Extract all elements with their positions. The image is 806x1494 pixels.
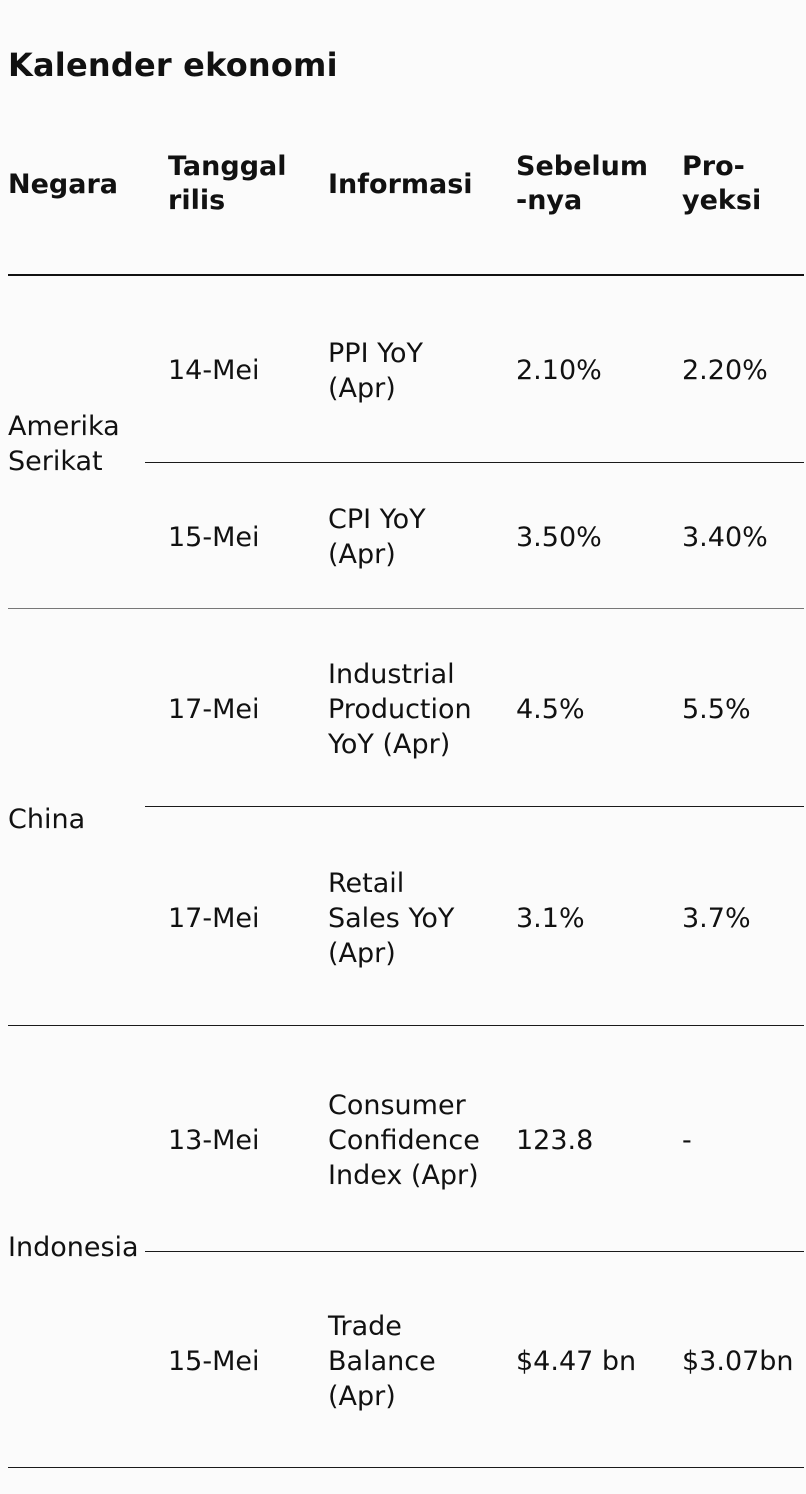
header-previous-line-2: -nya [516, 185, 583, 216]
row-info-line: Industrial [328, 659, 455, 690]
row-info-line: (Apr) [328, 938, 396, 969]
row-previous: 4.5% [516, 694, 585, 725]
row-info-line: Index (Apr) [328, 1160, 479, 1191]
row-date: 13-Mei [168, 1125, 260, 1156]
row-info-line: (Apr) [328, 1381, 396, 1412]
row-projection: 3.7% [682, 903, 751, 934]
row-info-line: PPI YoY [328, 338, 424, 369]
row-projection: 2.20% [682, 355, 768, 386]
row-info: Industrial Production YoY (Apr) [328, 657, 472, 762]
group-divider [8, 608, 804, 609]
header-previous-line-1: Sebelum [516, 151, 649, 182]
row-info-line: Retail [328, 868, 405, 899]
row-divider [145, 462, 804, 463]
row-divider [145, 1251, 804, 1252]
page-title: Kalender ekonomi [8, 46, 338, 84]
group-divider [8, 1025, 804, 1026]
row-projection: 5.5% [682, 694, 751, 725]
row-info-line: Consumer [328, 1090, 466, 1121]
header-projection: Pro- yeksi [682, 150, 761, 218]
row-info-line: Trade [328, 1311, 402, 1342]
country-usa-line-1: Amerika [8, 411, 120, 442]
row-date: 14-Mei [168, 355, 260, 386]
header-projection-line-1: Pro- [682, 151, 745, 182]
row-projection: $3.07bn [682, 1346, 794, 1377]
row-info: PPI YoY (Apr) [328, 336, 423, 406]
header-projection-line-2: yeksi [682, 185, 762, 216]
row-date: 15-Mei [168, 1346, 260, 1377]
row-info: Consumer Confidence Index (Apr) [328, 1088, 480, 1193]
row-info-line: (Apr) [328, 373, 396, 404]
country-indonesia-line-1: Indonesia [8, 1232, 139, 1263]
table-bottom-rule [8, 1467, 804, 1468]
row-info: CPI YoY (Apr) [328, 502, 426, 572]
row-date: 17-Mei [168, 903, 260, 934]
row-info-line: Confidence [328, 1125, 480, 1156]
row-previous: 3.1% [516, 903, 585, 934]
row-info-line: Balance [328, 1346, 436, 1377]
row-previous: $4.47 bn [516, 1346, 637, 1377]
header-info: Informasi [328, 169, 473, 200]
header-country: Negara [8, 169, 118, 200]
header-release-date: Tanggal rilis [168, 150, 287, 218]
country-indonesia: Indonesia [8, 1230, 139, 1265]
row-info-line: Sales YoY [328, 903, 455, 934]
row-info-line: Production [328, 694, 472, 725]
row-info: Trade Balance (Apr) [328, 1309, 436, 1414]
header-release-date-line-1: Tanggal [168, 151, 287, 182]
row-info-line: YoY (Apr) [328, 729, 451, 760]
row-projection: 3.40% [682, 522, 768, 553]
row-date: 17-Mei [168, 694, 260, 725]
row-info: Retail Sales YoY (Apr) [328, 866, 454, 971]
row-divider [145, 806, 804, 807]
country-china: China [8, 802, 85, 837]
header-release-date-line-2: rilis [168, 185, 226, 216]
header-previous: Sebelum -nya [516, 150, 648, 218]
row-previous: 123.8 [516, 1125, 594, 1156]
row-info-line: CPI YoY [328, 504, 426, 535]
header-divider [8, 274, 804, 276]
country-usa-line-2: Serikat [8, 446, 103, 477]
row-projection: - [682, 1125, 692, 1156]
row-previous: 2.10% [516, 355, 602, 386]
country-china-line-1: China [8, 804, 86, 835]
country-usa: Amerika Serikat [8, 409, 120, 479]
row-info-line: (Apr) [328, 539, 396, 570]
row-date: 15-Mei [168, 522, 260, 553]
row-previous: 3.50% [516, 522, 602, 553]
